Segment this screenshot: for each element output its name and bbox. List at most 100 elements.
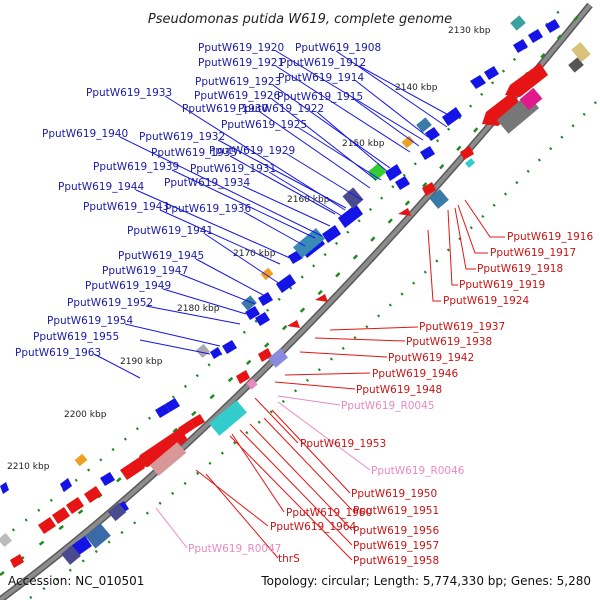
forward-gene-arrow bbox=[395, 176, 410, 190]
gene-label[interactable]: PputW619_1916 bbox=[507, 231, 593, 243]
gene-label[interactable]: PputW619_1945 bbox=[118, 250, 204, 262]
gene-label[interactable]: PputW619_1929 bbox=[209, 145, 295, 157]
gene-label[interactable]: PputW619_1942 bbox=[388, 352, 474, 364]
forward-gene-arrow bbox=[255, 312, 270, 326]
forward-gene-arrow bbox=[0, 482, 9, 494]
scale-label-2140: 2140 kbp bbox=[395, 83, 438, 93]
gene-label[interactable]: PputW619_1917 bbox=[490, 247, 576, 259]
gene-label[interactable]: PputW619_1939 bbox=[93, 161, 179, 173]
gene-label[interactable]: PputW619_1914 bbox=[278, 72, 364, 84]
reverse-gene-arrow bbox=[66, 497, 84, 514]
reverse-gene-arrow bbox=[10, 554, 24, 568]
reverse-gene-arrow bbox=[398, 208, 411, 216]
gene-label[interactable]: PputW619_1908 bbox=[295, 42, 381, 54]
reverse-gene-arrow bbox=[135, 428, 188, 467]
forward-gene-arrow bbox=[470, 75, 486, 89]
gene-label[interactable]: PputW619_1941 bbox=[127, 225, 213, 237]
forward-gene-arrow bbox=[155, 404, 170, 418]
gene-label[interactable]: PputW619_1963 bbox=[15, 347, 101, 359]
gene-label[interactable]: PputW619_1940 bbox=[42, 128, 128, 140]
gene-label[interactable]: PputW619_1919 bbox=[459, 279, 545, 291]
gene-label[interactable]: PputW619_1923 bbox=[195, 76, 281, 88]
accession-text: Accession: NC_010501 bbox=[8, 574, 145, 588]
gene-label[interactable]: PputW619_1943 bbox=[83, 201, 169, 213]
scale-label-2170: 2170 kbp bbox=[233, 249, 276, 259]
reverse-gene-arrow bbox=[52, 507, 70, 524]
reverse-gene-arrow bbox=[315, 294, 328, 302]
forward-gene-arrow bbox=[222, 340, 237, 354]
gene-label[interactable]: PputW619_1952 bbox=[67, 297, 153, 309]
gene-label[interactable]: PputW619_1960 bbox=[286, 507, 372, 519]
forward-gene-arrow bbox=[245, 306, 260, 320]
forward-gene-labels: PputW619_1908 PputW619_1920 PputW619_192… bbox=[15, 42, 381, 359]
forward-gene-arrow bbox=[165, 398, 180, 412]
forward-gene-arrow bbox=[322, 225, 341, 243]
gene-label[interactable]: PputW619_1933 bbox=[86, 87, 172, 99]
gene-label[interactable]: PputW619_1925 bbox=[221, 119, 307, 131]
forward-gene-arrow bbox=[385, 164, 402, 181]
forward-gene-arrow bbox=[210, 347, 222, 359]
forward-gene-arrow bbox=[100, 472, 115, 486]
gene-label[interactable]: PputW619_1918 bbox=[477, 263, 563, 275]
forward-leader-lines bbox=[93, 50, 455, 379]
feature-blocks bbox=[0, 15, 591, 565]
gene-label[interactable]: PputW619_1954 bbox=[47, 315, 133, 327]
gene-label[interactable]: PputW619_1924 bbox=[443, 295, 529, 307]
gene-label[interactable]: PputW619_1946 bbox=[372, 368, 458, 380]
gene-label[interactable]: PputW619_1934 bbox=[164, 177, 250, 189]
scale-label-2130: 2130 kbp bbox=[448, 26, 491, 36]
gene-label[interactable]: PputW619_1915 bbox=[277, 91, 363, 103]
scale-label-2160: 2160 kbp bbox=[287, 195, 330, 205]
gene-label[interactable]: PputW619_1932 bbox=[139, 131, 225, 143]
gene-label[interactable]: PputW619_1938 bbox=[406, 336, 492, 348]
gene-label[interactable]: PputW619_1931 bbox=[190, 163, 276, 175]
gene-label[interactable]: PputW619_1937 bbox=[419, 321, 505, 333]
scale-label-2180: 2180 kbp bbox=[177, 304, 220, 314]
gene-label[interactable]: PputW619_1948 bbox=[356, 384, 442, 396]
reverse-gene-arrow bbox=[505, 63, 548, 97]
gene-label[interactable]: thrS bbox=[278, 553, 300, 565]
genome-summary-text: Topology: circular; Length: 5,774,330 bp… bbox=[261, 574, 591, 588]
forward-gene-arrow bbox=[276, 274, 296, 293]
gene-label[interactable]: PputW619_1935 bbox=[151, 147, 237, 159]
reverse-gene-arrow bbox=[236, 370, 250, 384]
reverse-gene-arrow bbox=[422, 182, 436, 196]
scale-label-2150: 2150 kbp bbox=[342, 139, 385, 149]
rna-label[interactable]: PputW619_R0046 bbox=[371, 465, 465, 477]
forward-gene-arrow bbox=[484, 66, 499, 80]
gene-label[interactable]: PputW619_1953 bbox=[300, 438, 386, 450]
reverse-gene-arrow bbox=[120, 458, 145, 480]
scale-label-2210: 2210 kbp bbox=[7, 462, 50, 472]
forward-gene-arrow bbox=[545, 19, 560, 33]
gene-label[interactable]: PputW619_1947 bbox=[102, 265, 188, 277]
rna-label[interactable]: PputW619_R0045 bbox=[341, 400, 434, 412]
gene-label[interactable]: PputW619_1950 bbox=[351, 488, 437, 500]
gene-label[interactable]: PputW619_1922 bbox=[238, 103, 324, 115]
rna-leader-lines bbox=[155, 395, 371, 549]
gene-label[interactable]: PputW619_1958 bbox=[353, 555, 439, 567]
gene-label[interactable]: PputW619_1930 bbox=[182, 103, 268, 115]
reverse-gene-arrow bbox=[38, 517, 56, 534]
scale-label-2200: 2200 kbp bbox=[64, 410, 107, 420]
forward-gene-arrow bbox=[258, 292, 273, 306]
gene-label[interactable]: PputW619_1936 bbox=[165, 203, 251, 215]
rna-label[interactable]: PputW619_R0047 bbox=[188, 543, 281, 555]
gene-label[interactable]: PputW619_1964 bbox=[270, 521, 356, 533]
gene-label[interactable]: PputW619_1957 bbox=[353, 540, 439, 552]
gene-label[interactable]: PputW619_1921 bbox=[198, 57, 284, 69]
gene-label[interactable]: PputW619_1912 bbox=[280, 57, 366, 69]
reverse-gene-arrow bbox=[460, 146, 474, 160]
gene-label[interactable]: PputW619_1949 bbox=[85, 280, 171, 292]
forward-gene-arrow bbox=[513, 39, 528, 53]
gene-label[interactable]: PputW619_1956 bbox=[353, 525, 439, 537]
reverse-gene-labels: PputW619_1916 PputW619_1917 PputW619_191… bbox=[270, 231, 593, 567]
forward-gene-arrow bbox=[60, 478, 72, 492]
reverse-gene-arrow bbox=[190, 414, 205, 428]
gene-label[interactable]: PputW619_1951 bbox=[353, 505, 439, 517]
gene-label[interactable]: PputW619_1955 bbox=[33, 331, 119, 343]
gene-label[interactable]: PputW619_1944 bbox=[58, 181, 144, 193]
gene-label[interactable]: PputW619_1920 bbox=[198, 42, 284, 54]
forward-gene-arrow bbox=[425, 127, 440, 141]
gene-label[interactable]: PputW619_1926 bbox=[194, 90, 280, 102]
